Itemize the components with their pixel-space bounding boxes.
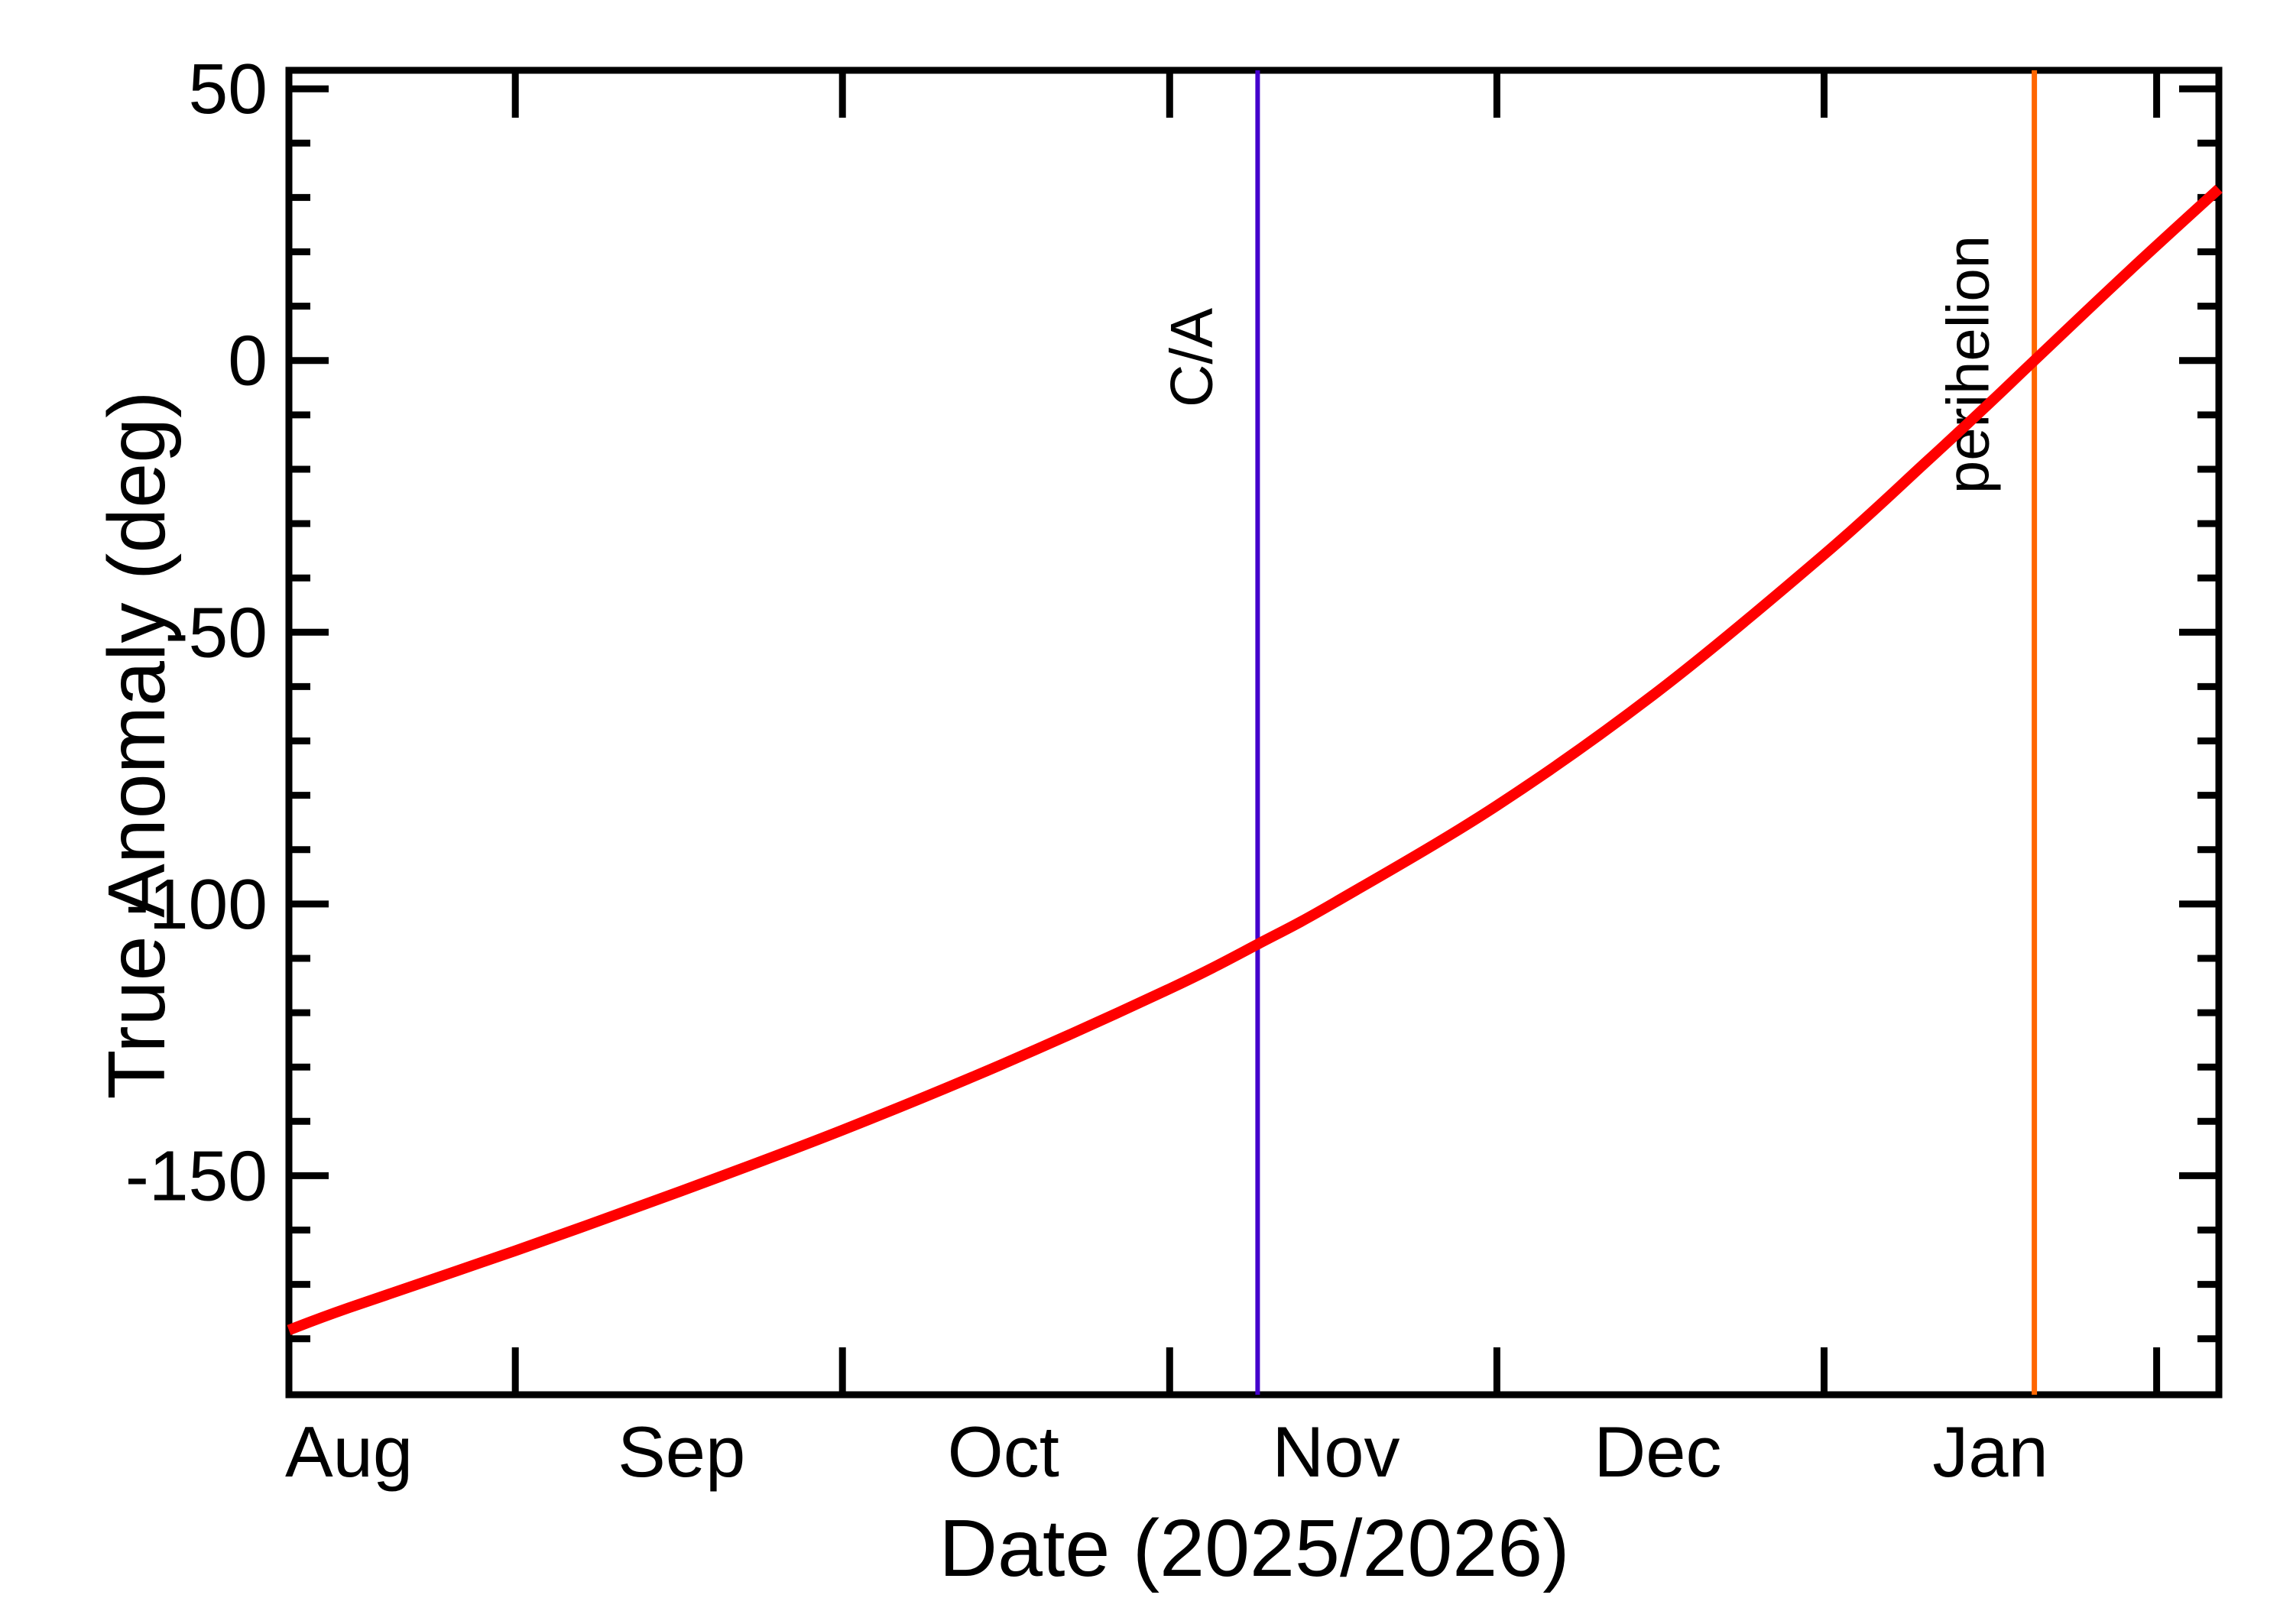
x-axis-title: Date (2025/2026) — [939, 1503, 1569, 1593]
perihelion-label: perihelion — [1935, 235, 2002, 494]
month-label-nov: Nov — [1272, 1412, 1399, 1492]
y-tick-label: -50 — [165, 592, 268, 672]
closest-approach-label: C/A — [1157, 308, 1224, 407]
x-axis-ticks — [511, 70, 2161, 1395]
frame-rect — [285, 66, 2223, 1399]
month-label-dec: Dec — [1594, 1412, 1721, 1492]
month-label-oct: Oct — [948, 1412, 1059, 1492]
month-label-aug: Aug — [285, 1412, 413, 1492]
y-tick-label: -150 — [125, 1136, 268, 1215]
y-tick-labels: 50 0 -50 -100 -150 — [125, 49, 268, 1215]
x-month-labels: Aug Sep Oct Nov Dec Jan — [285, 1412, 2048, 1492]
plot-frame — [285, 66, 2223, 1399]
y-tick-label: 50 — [189, 49, 268, 128]
y-tick-label: -100 — [125, 864, 268, 944]
month-label-sep: Sep — [618, 1412, 745, 1492]
true-anomaly-path — [287, 184, 2223, 1335]
y-axis-title: True Anomaly (deg) — [92, 391, 182, 1100]
month-label-jan: Jan — [1932, 1412, 2048, 1492]
y-tick-label: 0 — [228, 321, 268, 400]
y-axis-ticks — [289, 85, 2219, 1343]
anomaly-curve — [287, 184, 2223, 1335]
